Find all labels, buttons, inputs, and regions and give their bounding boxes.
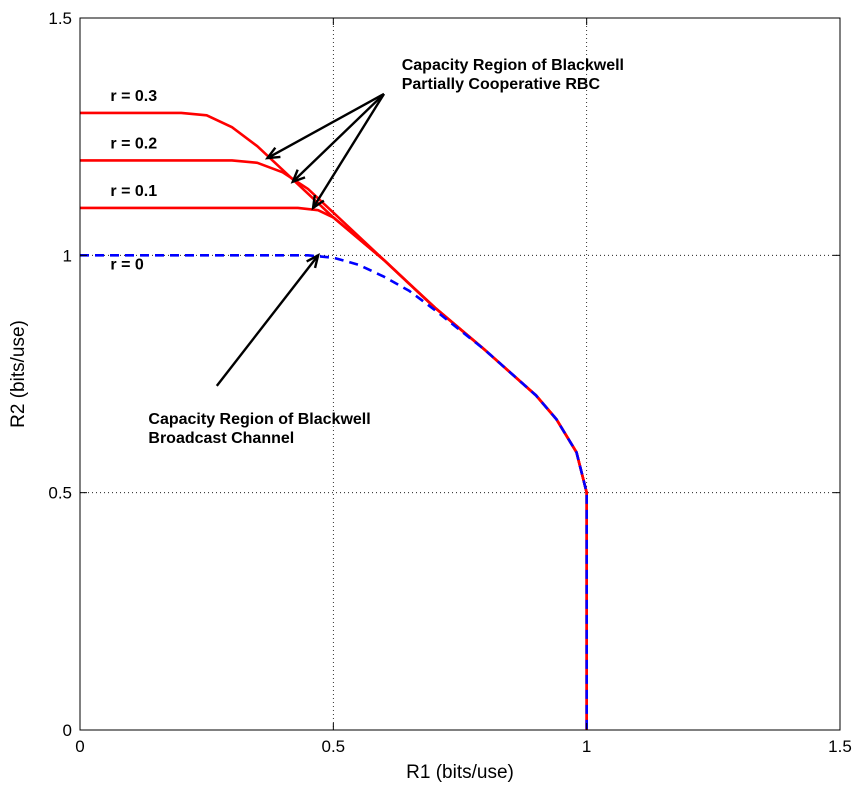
arrow-head [311, 194, 325, 211]
series-layer [80, 111, 589, 730]
arrow-head [290, 169, 306, 184]
x-tick-label: 0.5 [322, 737, 346, 756]
tick-layer: 0 0.5 1 1.5 0 0.5 1 1.5 [48, 9, 851, 756]
y-axis-label: R2 (bits/use) [8, 320, 29, 428]
series-line-r-0 [80, 254, 589, 730]
y-tick-label: 0 [63, 721, 72, 740]
plot-background [80, 18, 840, 730]
annotation-text: r = 0.3 [110, 88, 157, 105]
arrow-shaft [291, 93, 385, 183]
arrow-shaft [312, 93, 386, 209]
x-tick-label: 1.5 [828, 737, 852, 756]
arrow-layer [215, 92, 386, 387]
arrow-head [306, 253, 320, 269]
annotation-text: r = 0.2 [110, 136, 157, 153]
x-tick-label: 0 [75, 737, 84, 756]
annotation-text: Partially Cooperative RBC [402, 76, 601, 93]
y-tick-label: 0.5 [48, 484, 72, 503]
grid [80, 18, 840, 730]
annotation-text: r = 0.1 [110, 183, 157, 200]
y-tick-label: 1 [63, 246, 72, 265]
x-tick-label: 1 [582, 737, 591, 756]
plot-frame [79, 17, 841, 731]
x-axis-label: R1 (bits/use) [406, 762, 514, 783]
annotation-layer: r = 0.3 r = 0.2 r = 0.1 r = 0 Capacity Regio… [110, 57, 624, 447]
series-line-r-0-1 [80, 206, 589, 730]
annotation-text: r = 0 [110, 257, 143, 274]
arrow-head [264, 146, 281, 160]
arrow-shaft [266, 92, 385, 160]
y-tick-label: 1.5 [48, 9, 72, 28]
annotation-text: Capacity Region of Blackwell [148, 411, 370, 428]
annotation-text: Capacity Region of Blackwell [402, 57, 624, 74]
arrow-shaft [215, 254, 320, 387]
annotation-text: Broadcast Channel [148, 430, 294, 447]
